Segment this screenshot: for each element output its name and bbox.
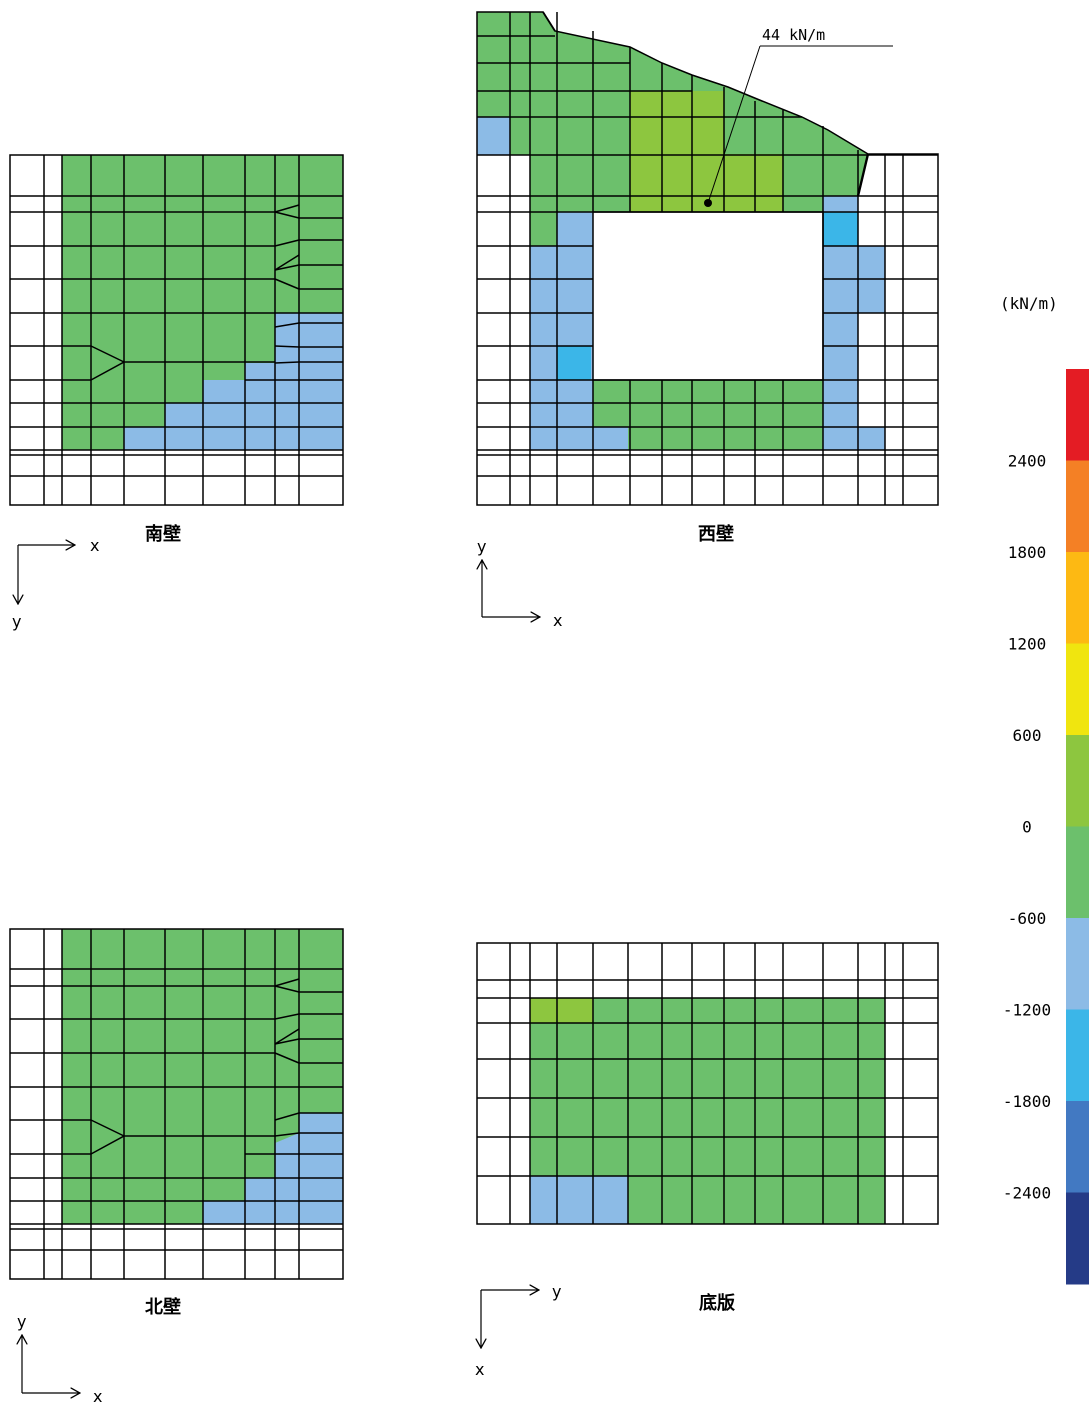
bottom-slab-h-label: y <box>552 1282 561 1301</box>
north-wall-axes: x y <box>17 1312 102 1406</box>
west-wall-fill <box>477 12 885 450</box>
south-wall-title: 南壁 <box>145 523 181 545</box>
legend-swatch <box>1066 369 1089 461</box>
legend-tick-labels: 2400 1800 1200 600 0 -600 -1200 -1800 -2400 <box>1003 452 1051 1203</box>
legend-tick-label: 1200 <box>1008 635 1047 654</box>
legend-tick-label: -1200 <box>1003 1001 1051 1020</box>
legend-swatch <box>1066 1192 1089 1285</box>
west-wall-x-label: x <box>553 611 562 630</box>
legend-tick-label: -600 <box>1008 909 1047 928</box>
north-wall-x-label: x <box>93 1387 102 1406</box>
south-wall-x-label: x <box>90 536 99 555</box>
legend-swatch <box>1066 826 1089 919</box>
legend-tick-label: -1800 <box>1003 1092 1051 1111</box>
legend-swatch <box>1066 552 1089 644</box>
west-wall-mesh <box>476 11 939 506</box>
legend-tick-label: -2400 <box>1003 1184 1051 1203</box>
bottom-slab-title: 底版 <box>699 1292 735 1314</box>
legend-swatch <box>1066 1101 1089 1193</box>
north-wall-panel: 北壁 x y <box>9 928 344 1406</box>
legend-unit: (kN/m) <box>1000 294 1058 313</box>
legend-tick-label: 1800 <box>1008 543 1047 562</box>
south-wall-y-label: y <box>12 612 21 631</box>
color-legend: (kN/m) 2400 1800 1200 600 0 -600 -1200 -1800 -24… <box>1000 294 1089 1285</box>
west-wall-annotation-label: 44 kN/m <box>762 26 825 44</box>
legend-tick-label: 2400 <box>1008 452 1047 471</box>
bottom-slab-mesh <box>476 942 939 1225</box>
legend-swatch <box>1066 643 1089 736</box>
west-wall-panel: 44 kN/m 西壁 x y <box>476 11 939 630</box>
legend-swatch <box>1066 1009 1089 1102</box>
legend-color-bar <box>1066 369 1089 1285</box>
west-wall-marker-dot <box>704 199 712 207</box>
legend-swatch <box>1066 918 1089 1010</box>
west-wall-y-label: y <box>477 537 486 556</box>
south-wall-mesh <box>9 154 344 506</box>
legend-swatch <box>1066 735 1089 827</box>
south-wall-axes: x y <box>12 536 99 631</box>
west-wall-title: 西壁 <box>698 523 734 545</box>
north-wall-y-label: y <box>17 1312 26 1331</box>
legend-tick-label: 600 <box>1013 726 1042 745</box>
bottom-slab-v-label: x <box>475 1360 484 1379</box>
legend-swatch <box>1066 460 1089 553</box>
legend-tick-label: 0 <box>1022 818 1032 837</box>
west-wall-axes: x y <box>477 537 562 630</box>
north-wall-title: 北壁 <box>145 1296 181 1318</box>
bottom-slab-fill <box>530 998 885 1224</box>
north-wall-mesh <box>9 928 344 1280</box>
south-wall-panel: 南壁 x y <box>9 154 344 631</box>
bottom-slab-panel: 底版 y x <box>475 942 939 1379</box>
bottom-slab-axes: y x <box>475 1282 561 1379</box>
west-wall-annotation: 44 kN/m <box>704 26 893 207</box>
